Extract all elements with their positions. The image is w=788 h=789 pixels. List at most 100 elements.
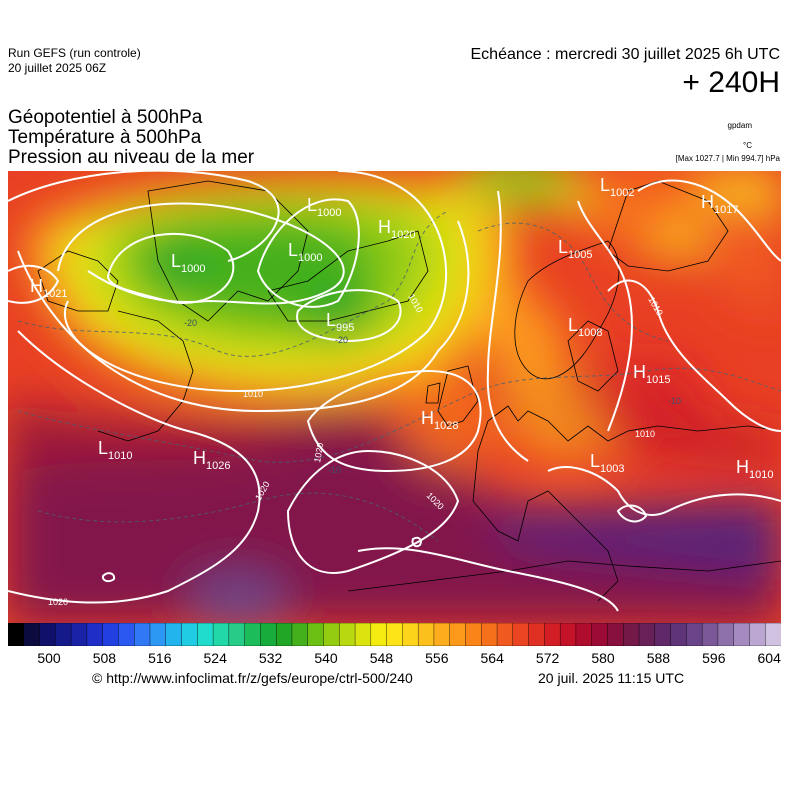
isobar-label: 1010 xyxy=(243,389,263,399)
pressure-system-label: H1010 xyxy=(736,457,773,481)
colorbar-swatch xyxy=(8,623,25,646)
colorbar-swatch xyxy=(417,623,435,646)
colorbar-swatch xyxy=(402,623,419,646)
colorbar-swatch xyxy=(181,623,199,646)
pressure-system-label: L1010 xyxy=(98,438,133,462)
colorbar-swatch xyxy=(134,623,151,646)
colorbar-swatch xyxy=(244,623,262,646)
colorbar-swatch xyxy=(701,623,719,646)
colorbar-tick-label: 500 xyxy=(37,650,61,666)
pressure-system-label: H1020 xyxy=(378,217,415,241)
isotherm-value-labels: -20 -20 -10 -10 xyxy=(184,318,681,475)
isobar-label: 1010 xyxy=(635,429,655,439)
colorbar-swatch xyxy=(197,623,214,646)
run-date: 20 juillet 2025 06Z xyxy=(8,61,107,75)
pressure-system-labels: L1000 L1000 L1000 H1020 L995 L1002 H1017 L1005 L… xyxy=(30,175,773,481)
colorbar-swatch xyxy=(638,623,656,646)
pressure-system-label: L995 xyxy=(326,310,354,334)
isobar-label: 1020 xyxy=(48,597,68,607)
colorbar-swatch xyxy=(339,623,356,646)
colorbar-swatch xyxy=(386,623,404,646)
colorbar-tick-label: 532 xyxy=(258,650,283,666)
colorbar-tick-label: 604 xyxy=(757,650,781,666)
pressure-system-label: H1021 xyxy=(30,276,67,300)
colorbar-tick-label: 524 xyxy=(203,650,227,666)
unit-gpdam: gpdam xyxy=(727,121,752,130)
colorbar-swatch xyxy=(228,623,246,646)
pressure-system-label: H1026 xyxy=(193,448,230,472)
isotherm-label: -10 xyxy=(668,396,681,406)
colorbar-swatch xyxy=(149,623,167,646)
colorbar-swatch xyxy=(433,623,451,646)
geopotential-field xyxy=(8,171,781,623)
colorbar-tick-label: 580 xyxy=(591,650,615,666)
colorbar-swatch xyxy=(55,623,72,646)
map-title-pressure: Pression au niveau de la mer xyxy=(8,147,255,168)
colorbar-swatch xyxy=(465,623,482,646)
run-title: Run GEFS (run controle) xyxy=(8,46,141,60)
colorbar-swatch xyxy=(275,623,293,646)
isotherms xyxy=(17,210,781,542)
coastlines xyxy=(37,180,781,602)
colorbar-swatch xyxy=(323,623,340,646)
colorbar-tick-label: 508 xyxy=(92,650,117,666)
forecast-valid-time: Echéance : mercredi 30 juillet 2025 6h U… xyxy=(470,46,781,63)
isotherm-label: -20 xyxy=(184,318,197,328)
colorbar-swatch xyxy=(212,623,230,646)
colorbar-swatch xyxy=(354,623,372,646)
colorbar-swatch xyxy=(481,623,498,646)
colorbar-swatch xyxy=(23,623,41,646)
colorbar-swatch xyxy=(670,623,688,646)
colorbar-swatch xyxy=(118,623,135,646)
colorbar-tick-label: 596 xyxy=(702,650,726,666)
pressure-system-label: L1002 xyxy=(600,175,635,199)
colorbar-tick-label: 564 xyxy=(480,650,504,666)
isotherm-label: -20 xyxy=(335,335,348,345)
pressure-system-label: L1008 xyxy=(568,315,603,339)
colorbar-swatch xyxy=(512,623,530,646)
isobar-label: 1020 xyxy=(312,442,325,463)
colorbar-swatch xyxy=(749,623,766,646)
map-title-temperature: Température à 500hPa xyxy=(8,127,202,148)
lead-time: + 240H xyxy=(682,66,780,99)
colorbar-swatch xyxy=(623,623,640,646)
isobars xyxy=(8,171,781,612)
unit-temperature: °C xyxy=(743,141,752,150)
colorbar-swatch xyxy=(449,623,467,646)
colorbar-swatch xyxy=(717,623,735,646)
colorbar-swatch xyxy=(165,623,183,646)
colorbar-swatch xyxy=(86,623,104,646)
colorbar-swatch xyxy=(370,623,388,646)
pressure-system-label: H1028 xyxy=(421,408,458,432)
pressure-system-label: H1015 xyxy=(633,362,670,386)
colorbar-swatch xyxy=(654,623,672,646)
map-title-geopotential: Géopotentiel à 500hPa xyxy=(8,107,203,128)
colorbar-swatch xyxy=(765,623,781,646)
isotherm-label: -10 xyxy=(328,465,341,475)
colorbar-swatch xyxy=(544,623,561,646)
colorbar-swatch xyxy=(307,623,325,646)
colorbar-swatch xyxy=(575,623,593,646)
colorbar-ticks: 500 508 516 524 532 540 548 556 564 572 580 588 596 6… xyxy=(0,650,788,668)
colorbar-swatch xyxy=(496,623,514,646)
colorbar-swatch xyxy=(102,623,120,646)
colorbar-swatch xyxy=(39,623,57,646)
colorbar-tick-label: 588 xyxy=(646,650,671,666)
colorbar xyxy=(8,623,781,646)
colorbar-swatch xyxy=(260,623,277,646)
colorbar-swatch xyxy=(733,623,751,646)
pressure-max-min: [Max 1027.7 | Min 994.7] hPa xyxy=(675,154,780,163)
pressure-system-label: L1000 xyxy=(288,240,323,264)
source-credit: © http://www.infoclimat.fr/z/gefs/europe… xyxy=(92,670,413,686)
pressure-system-label: L1000 xyxy=(307,195,342,219)
colorbar-tick-label: 556 xyxy=(425,650,449,666)
pressure-system-label: L1003 xyxy=(590,451,625,475)
colorbar-tick-label: 548 xyxy=(369,650,394,666)
colorbar-swatch xyxy=(70,623,88,646)
pressure-system-label: L1000 xyxy=(171,251,206,275)
colorbar-tick-label: 516 xyxy=(148,650,172,666)
weather-map: L1000 L1000 L1000 H1020 L995 L1002 H1017 L1005 L… xyxy=(8,171,781,623)
pressure-system-label: L1005 xyxy=(558,237,593,261)
colorbar-swatch xyxy=(291,623,309,646)
pressure-system-label: H1017 xyxy=(701,192,738,216)
